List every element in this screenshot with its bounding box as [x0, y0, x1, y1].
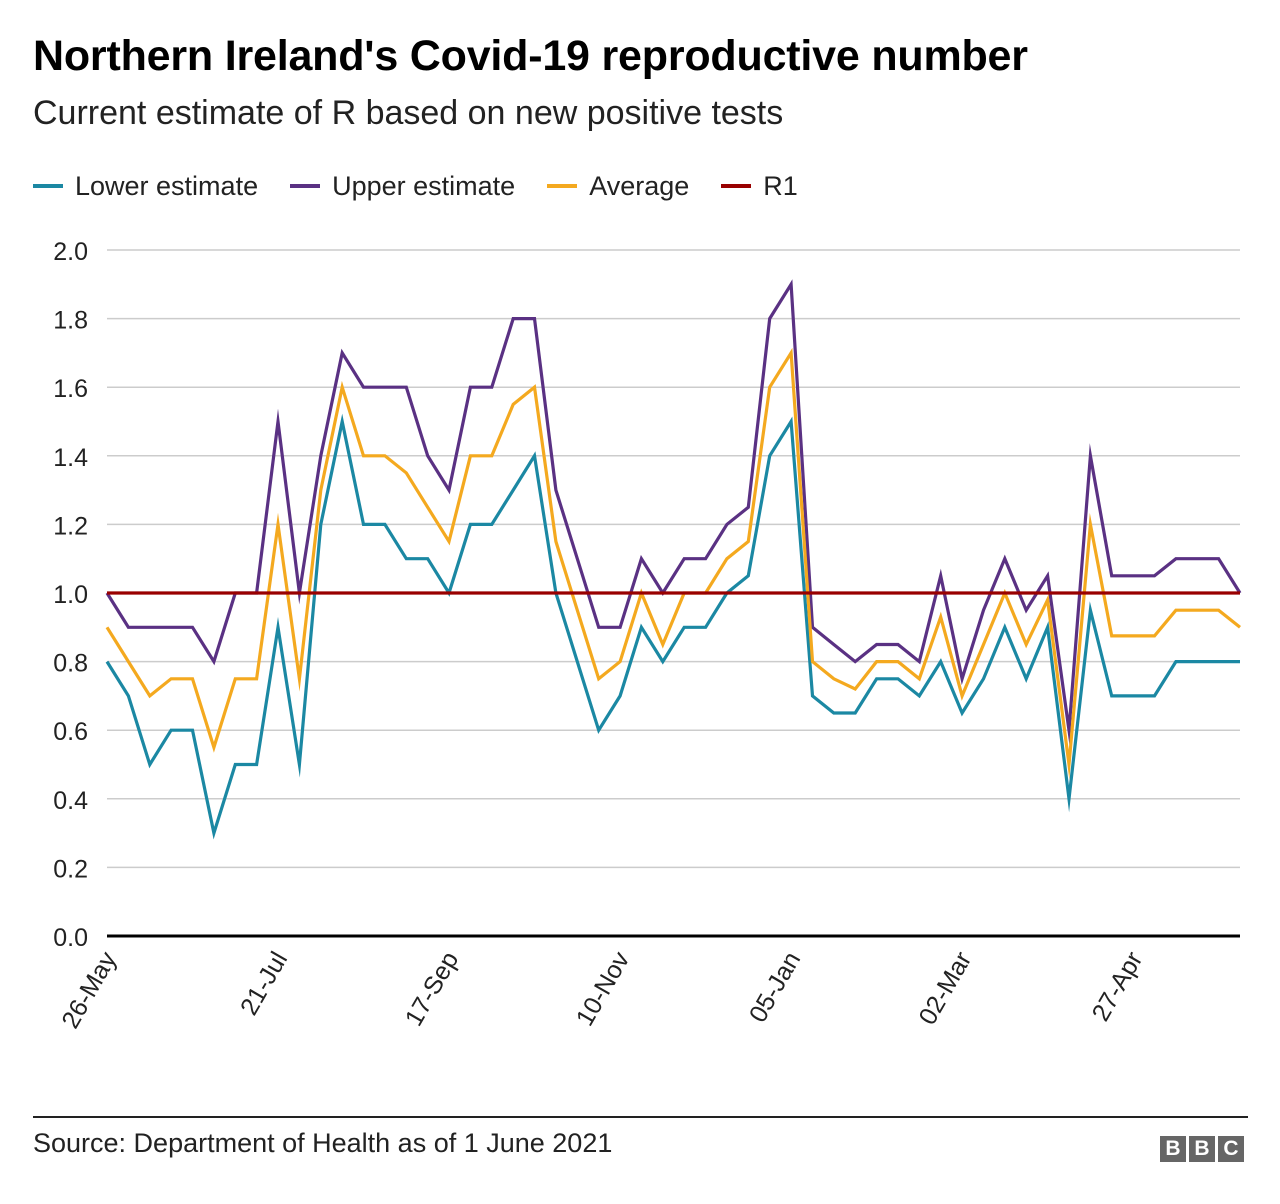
legend-item-upper-estimate: Upper estimate [290, 171, 515, 202]
y-axis-ticks: 0.0 0.2 0.4 0.6 0.8 1.0 1.2 1.4 1.6 1.8 2.0 [53, 238, 88, 952]
bbc-logo-letter: C [1218, 1136, 1244, 1162]
x-tick-label: 27-Apr [1087, 947, 1149, 1026]
legend-swatch-average [547, 184, 578, 188]
bbc-logo: B B C [1157, 1136, 1244, 1162]
chart-subtitle: Current estimate of R based on new posit… [33, 94, 784, 132]
line-chart: 0.0 0.2 0.4 0.6 0.8 1.0 1.2 1.4 1.6 1.8 2.0 26-May… [53, 238, 1242, 1034]
x-axis-ticks: 26-May 21-Jul 17-Sep 10-Nov 05-Jan 02-Mar 27-A… [56, 947, 1148, 1034]
bbc-logo-letter: B [1189, 1136, 1215, 1162]
source-note: Source: Department of Health as of 1 Jun… [33, 1128, 613, 1158]
legend-swatch-upper-estimate [290, 184, 321, 188]
y-tick-label: 1.0 [53, 581, 88, 609]
x-tick-label: 17-Sep [400, 947, 465, 1031]
legend-label-upper-estimate: Upper estimate [332, 170, 516, 201]
legend: Lower estimate Upper estimate Average R1 [33, 166, 830, 206]
y-tick-label: 1.4 [53, 444, 88, 472]
legend-label-average: Average [589, 170, 690, 201]
footer-divider [33, 1116, 1248, 1118]
x-tick-label: 21-Jul [235, 947, 293, 1020]
series-lines [105, 279, 1242, 840]
y-tick-label: 0.2 [53, 855, 88, 883]
series-line-average [105, 347, 1241, 780]
legend-item-average: Average [547, 171, 689, 202]
legend-label-r1: R1 [763, 170, 798, 201]
y-tick-label: 0.8 [53, 650, 88, 678]
y-tick-label: 2.0 [53, 238, 88, 266]
x-tick-label: 10-Nov [571, 947, 636, 1031]
y-tick-label: 0.0 [53, 924, 88, 952]
x-tick-label: 02-Mar [913, 947, 977, 1030]
x-tick-label: 26-May [56, 947, 122, 1034]
y-tick-label: 1.2 [53, 512, 88, 540]
legend-item-r1: R1 [721, 171, 798, 202]
chart-title: Northern Ireland's Covid-19 reproductive… [33, 32, 1028, 80]
y-tick-label: 1.8 [53, 307, 88, 335]
legend-item-lower-estimate: Lower estimate [33, 171, 258, 202]
y-tick-label: 0.6 [53, 718, 88, 746]
bbc-logo-letter: B [1160, 1136, 1186, 1162]
x-tick-label: 05-Jan [744, 947, 806, 1027]
series-line-lower-estimate [105, 413, 1240, 840]
y-tick-label: 0.4 [53, 787, 88, 815]
legend-swatch-r1 [721, 184, 752, 188]
series-line-upper-estimate [105, 279, 1242, 746]
legend-swatch-lower-estimate [33, 184, 63, 188]
y-tick-label: 1.6 [53, 375, 88, 403]
legend-label-lower-estimate: Lower estimate [75, 170, 259, 201]
